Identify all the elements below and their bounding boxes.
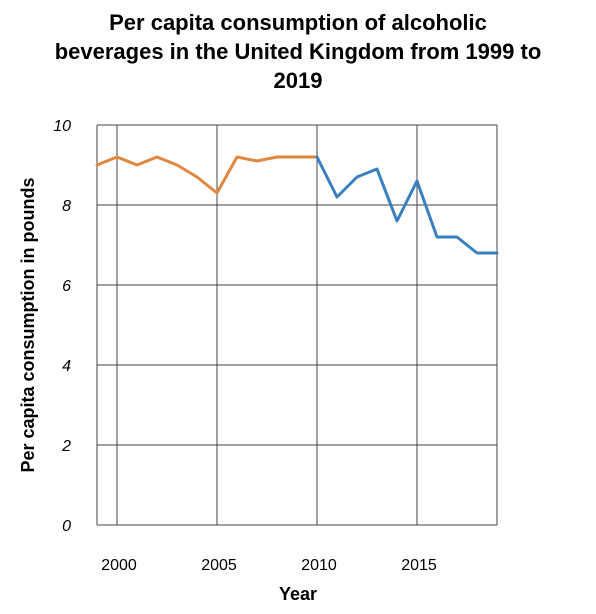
chart-title: Per capita consumption of alcoholic beve…: [55, 10, 542, 93]
y-tick-label: 10: [53, 118, 71, 135]
chart-title-line-2: beverages in the United Kingdom from 199…: [55, 39, 542, 64]
y-tick-label: 8: [62, 198, 71, 215]
chart-title-line-1: Per capita consumption of alcoholic: [109, 10, 487, 35]
y-axis-title: Per capita consumption in pounds: [18, 177, 38, 472]
y-tick-label: 6: [62, 278, 71, 295]
chart-title-line-3: 2019: [274, 68, 323, 93]
series-line-1: [95, 155, 319, 195]
grid: [96, 124, 498, 526]
x-axis-ticks: 2000 2005 2010 2015: [101, 557, 437, 574]
x-axis-title: Year: [279, 584, 317, 604]
y-axis-ticks: 0 2 4 6 8 10: [53, 118, 71, 535]
x-tick-label: 2000: [101, 557, 137, 574]
series-lines: [95, 155, 499, 255]
x-tick-label: 2010: [301, 557, 337, 574]
y-tick-label: 0: [62, 518, 71, 535]
series-line-2: [315, 155, 499, 255]
y-tick-label: 4: [62, 358, 71, 375]
x-tick-label: 2005: [201, 557, 237, 574]
x-tick-label: 2015: [401, 557, 437, 574]
y-tick-label: 2: [61, 438, 71, 455]
